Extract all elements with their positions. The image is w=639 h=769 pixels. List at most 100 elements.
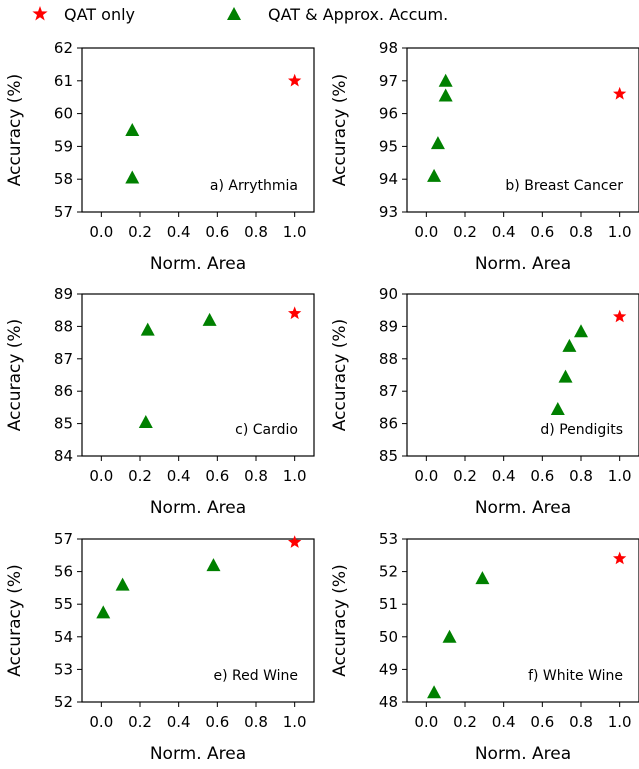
triangle-point: [202, 312, 217, 326]
x-tick-label: 0.4: [492, 223, 516, 241]
x-tick-label: 0.4: [167, 223, 191, 241]
x-axis-label: Norm. Area: [475, 254, 571, 274]
y-tick-label: 87: [54, 350, 73, 368]
x-tick-label: 0.2: [453, 467, 477, 485]
y-axis-label: Accuracy (%): [330, 564, 350, 676]
star-point: [288, 535, 302, 548]
triangle-point: [140, 322, 155, 336]
x-tick-label: 0.2: [453, 223, 477, 241]
x-tick-label: 0.4: [167, 713, 191, 731]
y-tick-label: 93: [379, 203, 398, 221]
panel-annotation: c) Cardio: [235, 422, 298, 438]
x-axis-label: Norm. Area: [150, 498, 246, 518]
y-tick-label: 48: [379, 693, 398, 711]
star-point: [613, 86, 627, 100]
y-tick-label: 94: [379, 170, 398, 188]
triangle-point: [125, 123, 140, 136]
y-tick-label: 62: [54, 39, 73, 57]
y-tick-label: 85: [54, 415, 73, 433]
y-tick-label: 87: [379, 382, 398, 400]
legend-item-qat-only: QAT only: [16, 0, 135, 28]
chart-panel: 0.0 0.2 0.4 0.6 0.8 1.0 93 94 95 96 97 98 Norm. Area…: [330, 39, 639, 274]
y-tick-label: 50: [379, 628, 398, 646]
x-axis-label: Norm. Area: [475, 744, 571, 764]
x-tick-label: 0.2: [453, 713, 477, 731]
y-tick-label: 57: [54, 530, 73, 548]
y-tick-label: 88: [379, 350, 398, 368]
axes-frame: [406, 293, 639, 457]
y-tick-label: 95: [379, 137, 398, 155]
x-tick-label: 0.8: [244, 467, 268, 485]
x-tick-label: 1.0: [608, 467, 632, 485]
x-tick-label: 0.0: [89, 467, 113, 485]
x-tick-label: 1.0: [608, 223, 632, 241]
y-tick-label: 88: [54, 317, 73, 335]
y-tick-label: 90: [379, 285, 398, 303]
legend: QAT only QAT & Approx. Accum.: [0, 0, 639, 30]
x-tick-label: 0.4: [492, 713, 516, 731]
x-tick-label: 0.0: [414, 713, 438, 731]
y-tick-label: 56: [54, 563, 73, 581]
chart-panel: 0.0 0.2 0.4 0.6 0.8 1.0 57 58 59 60 61 62 Norm. Area…: [5, 39, 315, 274]
triangle-point: [574, 324, 588, 338]
triangle-point: [125, 170, 140, 184]
triangle-point: [562, 338, 577, 352]
x-tick-label: 0.2: [128, 713, 152, 731]
y-tick-label: 53: [379, 530, 398, 548]
y-tick-label: 57: [54, 203, 73, 221]
triangle-point: [96, 605, 111, 619]
triangle-point: [115, 577, 130, 591]
y-tick-label: 51: [379, 595, 398, 613]
y-tick-label: 86: [54, 382, 73, 400]
y-tick-label: 59: [54, 137, 73, 155]
triangle-point: [442, 629, 457, 643]
y-axis-label: Accuracy (%): [330, 74, 350, 186]
y-tick-label: 60: [54, 105, 73, 123]
y-tick-label: 86: [379, 415, 398, 433]
y-axis-label: Accuracy (%): [5, 319, 25, 431]
x-tick-label: 0.6: [205, 713, 229, 731]
x-axis-label: Norm. Area: [475, 498, 571, 518]
triangle-point: [138, 414, 153, 428]
star-point: [288, 73, 302, 87]
panel-annotation: f) White Wine: [528, 668, 623, 684]
x-tick-label: 1.0: [608, 713, 632, 731]
panel-annotation: b) Breast Cancer: [505, 178, 623, 194]
y-tick-label: 52: [379, 563, 398, 581]
legend-label-qat-approx: QAT & Approx. Accum.: [268, 4, 449, 24]
y-tick-label: 98: [379, 39, 398, 57]
y-axis-label: Accuracy (%): [5, 74, 25, 186]
chart-panel: 0.0 0.2 0.4 0.6 0.8 1.0 48 49 50 51 52 53 Norm. Area…: [330, 530, 639, 764]
x-tick-label: 0.2: [128, 223, 152, 241]
x-tick-label: 0.4: [167, 467, 191, 485]
x-tick-label: 0.2: [128, 467, 152, 485]
chart-panel: 0.0 0.2 0.4 0.6 0.8 1.0 52 53 54 55 56 57 Norm. Area…: [5, 530, 315, 764]
x-tick-label: 0.0: [89, 713, 113, 731]
x-tick-label: 1.0: [283, 467, 307, 485]
x-tick-label: 0.6: [205, 223, 229, 241]
axes-frame: [81, 538, 315, 703]
y-tick-label: 53: [54, 660, 73, 678]
x-tick-label: 0.6: [530, 467, 554, 485]
y-tick-label: 54: [54, 628, 73, 646]
axes-frame: [81, 47, 315, 213]
y-axis-label: Accuracy (%): [330, 319, 350, 431]
x-tick-label: 0.8: [244, 713, 268, 731]
star-point: [613, 309, 627, 323]
star-point: [613, 551, 627, 565]
y-tick-label: 61: [54, 72, 73, 90]
x-axis-label: Norm. Area: [150, 744, 246, 764]
y-axis-label: Accuracy (%): [5, 564, 25, 676]
x-tick-label: 1.0: [283, 223, 307, 241]
legend-item-qat-approx: QAT & Approx. Accum.: [220, 0, 448, 28]
x-tick-label: 0.8: [569, 713, 593, 731]
y-tick-label: 96: [379, 105, 398, 123]
triangle-point: [475, 571, 490, 585]
x-tick-label: 0.0: [414, 467, 438, 485]
y-tick-label: 89: [54, 285, 73, 303]
x-tick-label: 0.6: [205, 467, 229, 485]
x-axis-label: Norm. Area: [150, 254, 246, 274]
star-point: [288, 306, 302, 320]
triangle-point: [550, 402, 565, 416]
